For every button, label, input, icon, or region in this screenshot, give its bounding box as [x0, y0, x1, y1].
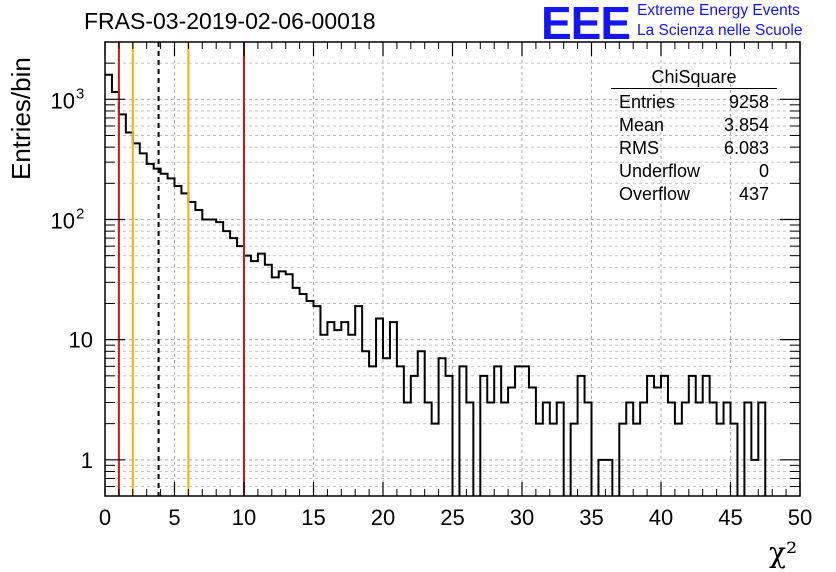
stats-row-mean: Mean 3.854 [611, 114, 777, 137]
logo-line-2: La Scienza nelle Scuole [637, 22, 803, 39]
stats-box: ChiSquare Entries 9258 Mean 3.854 RMS 6.… [611, 66, 777, 206]
x-tick-label: 40 [649, 505, 673, 530]
eee-logo: EEE [541, 0, 631, 49]
x-tick-label: 0 [99, 505, 111, 530]
y-tick-label: 10 [51, 88, 75, 113]
x-tick-label: 10 [232, 505, 256, 530]
stats-label: Entries [619, 92, 676, 112]
x-tick-label: 15 [301, 505, 325, 530]
stats-label: Mean [619, 115, 665, 135]
histogram-series [105, 73, 767, 496]
x-tick-label: 30 [510, 505, 534, 530]
stats-value: 437 [738, 184, 769, 204]
stats-divider [611, 88, 777, 89]
x-axis-label: χ² [769, 536, 797, 569]
y-axis-label: Entries/bin [6, 57, 36, 180]
stats-row-underflow: Underflow 0 [611, 160, 777, 183]
stats-value: 0 [758, 161, 769, 181]
stats-row-rms: RMS 6.083 [611, 137, 777, 160]
x-tick-label: 20 [371, 505, 395, 530]
stats-value: 3.854 [723, 115, 769, 135]
stats-row-entries: Entries 9258 [611, 91, 777, 114]
chart-title: FRAS-03-2019-02-06-00018 [84, 8, 376, 34]
histogram-line [105, 73, 767, 496]
y-tick-label: 2 [76, 205, 84, 222]
y-tick-label: 3 [76, 85, 84, 102]
y-tick-label: 10 [51, 208, 75, 233]
stats-label: Overflow [619, 184, 691, 204]
stats-value: 9258 [728, 92, 769, 112]
stats-label: RMS [619, 138, 659, 158]
y-tick-label: 1 [81, 448, 93, 473]
marker-lines [117, 42, 245, 496]
logo-line-1: Extreme Energy Events [637, 2, 800, 19]
x-tick-label: 35 [579, 505, 603, 530]
stats-name: ChiSquare [651, 67, 737, 87]
x-tick-label: 25 [440, 505, 464, 530]
y-tick-label: 10 [69, 328, 93, 353]
stats-row-overflow: Overflow 437 [611, 183, 777, 206]
x-tick-label: 5 [168, 505, 180, 530]
stats-label: Underflow [619, 161, 701, 181]
x-tick-label: 50 [788, 505, 812, 530]
x-tick-label: 45 [718, 505, 742, 530]
stats-value: 6.083 [723, 138, 769, 158]
axis-ticks [104, 41, 801, 497]
